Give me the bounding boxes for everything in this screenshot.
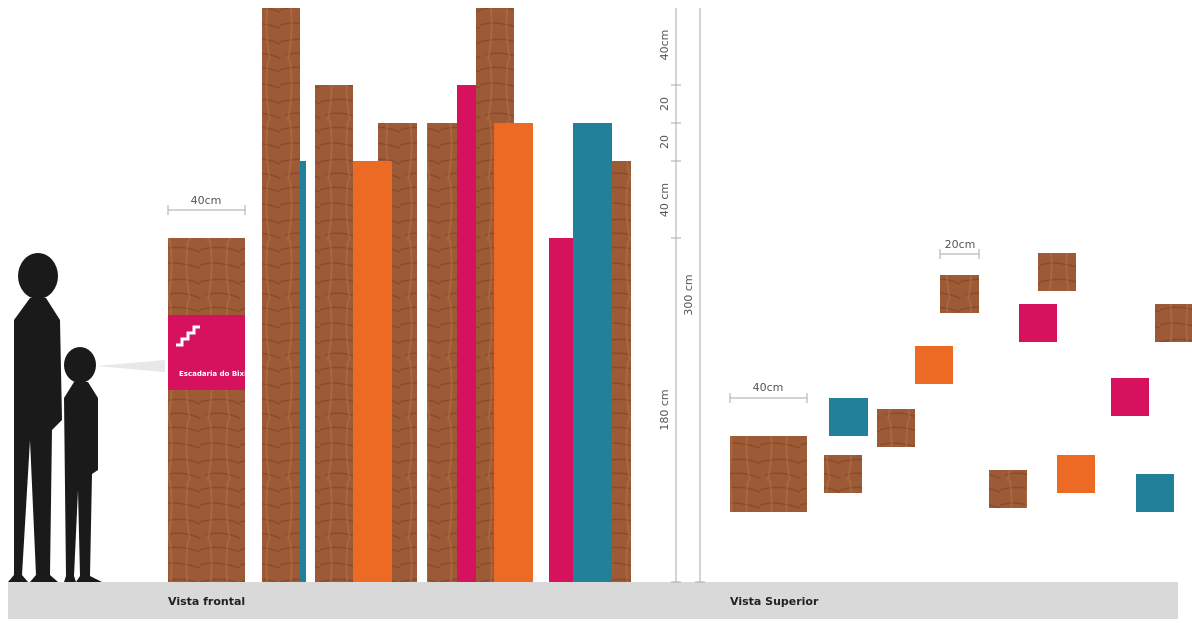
dimension-label: 20cm xyxy=(945,238,976,251)
dimension-label: 40 cm xyxy=(658,183,671,217)
front-elements xyxy=(168,8,631,582)
dimension-label: 40cm xyxy=(191,194,222,207)
dimension-label: 180 cm xyxy=(658,389,671,430)
caption: Vista frontal xyxy=(168,595,245,608)
ground xyxy=(8,582,1178,619)
dimension-label: 20 xyxy=(658,97,671,111)
dimension-label: 300 cm xyxy=(682,274,695,315)
caption: Vista Superior xyxy=(730,595,819,608)
sign-text: Escadaria do Bixiga xyxy=(179,370,256,378)
top-elements xyxy=(730,253,1192,512)
dimension-lines xyxy=(167,8,980,583)
dimension-label: 40cm xyxy=(753,381,784,394)
dimension-label: 40cm xyxy=(658,30,671,61)
silhouettes xyxy=(8,253,165,582)
dimension-label: 20 xyxy=(658,135,671,149)
